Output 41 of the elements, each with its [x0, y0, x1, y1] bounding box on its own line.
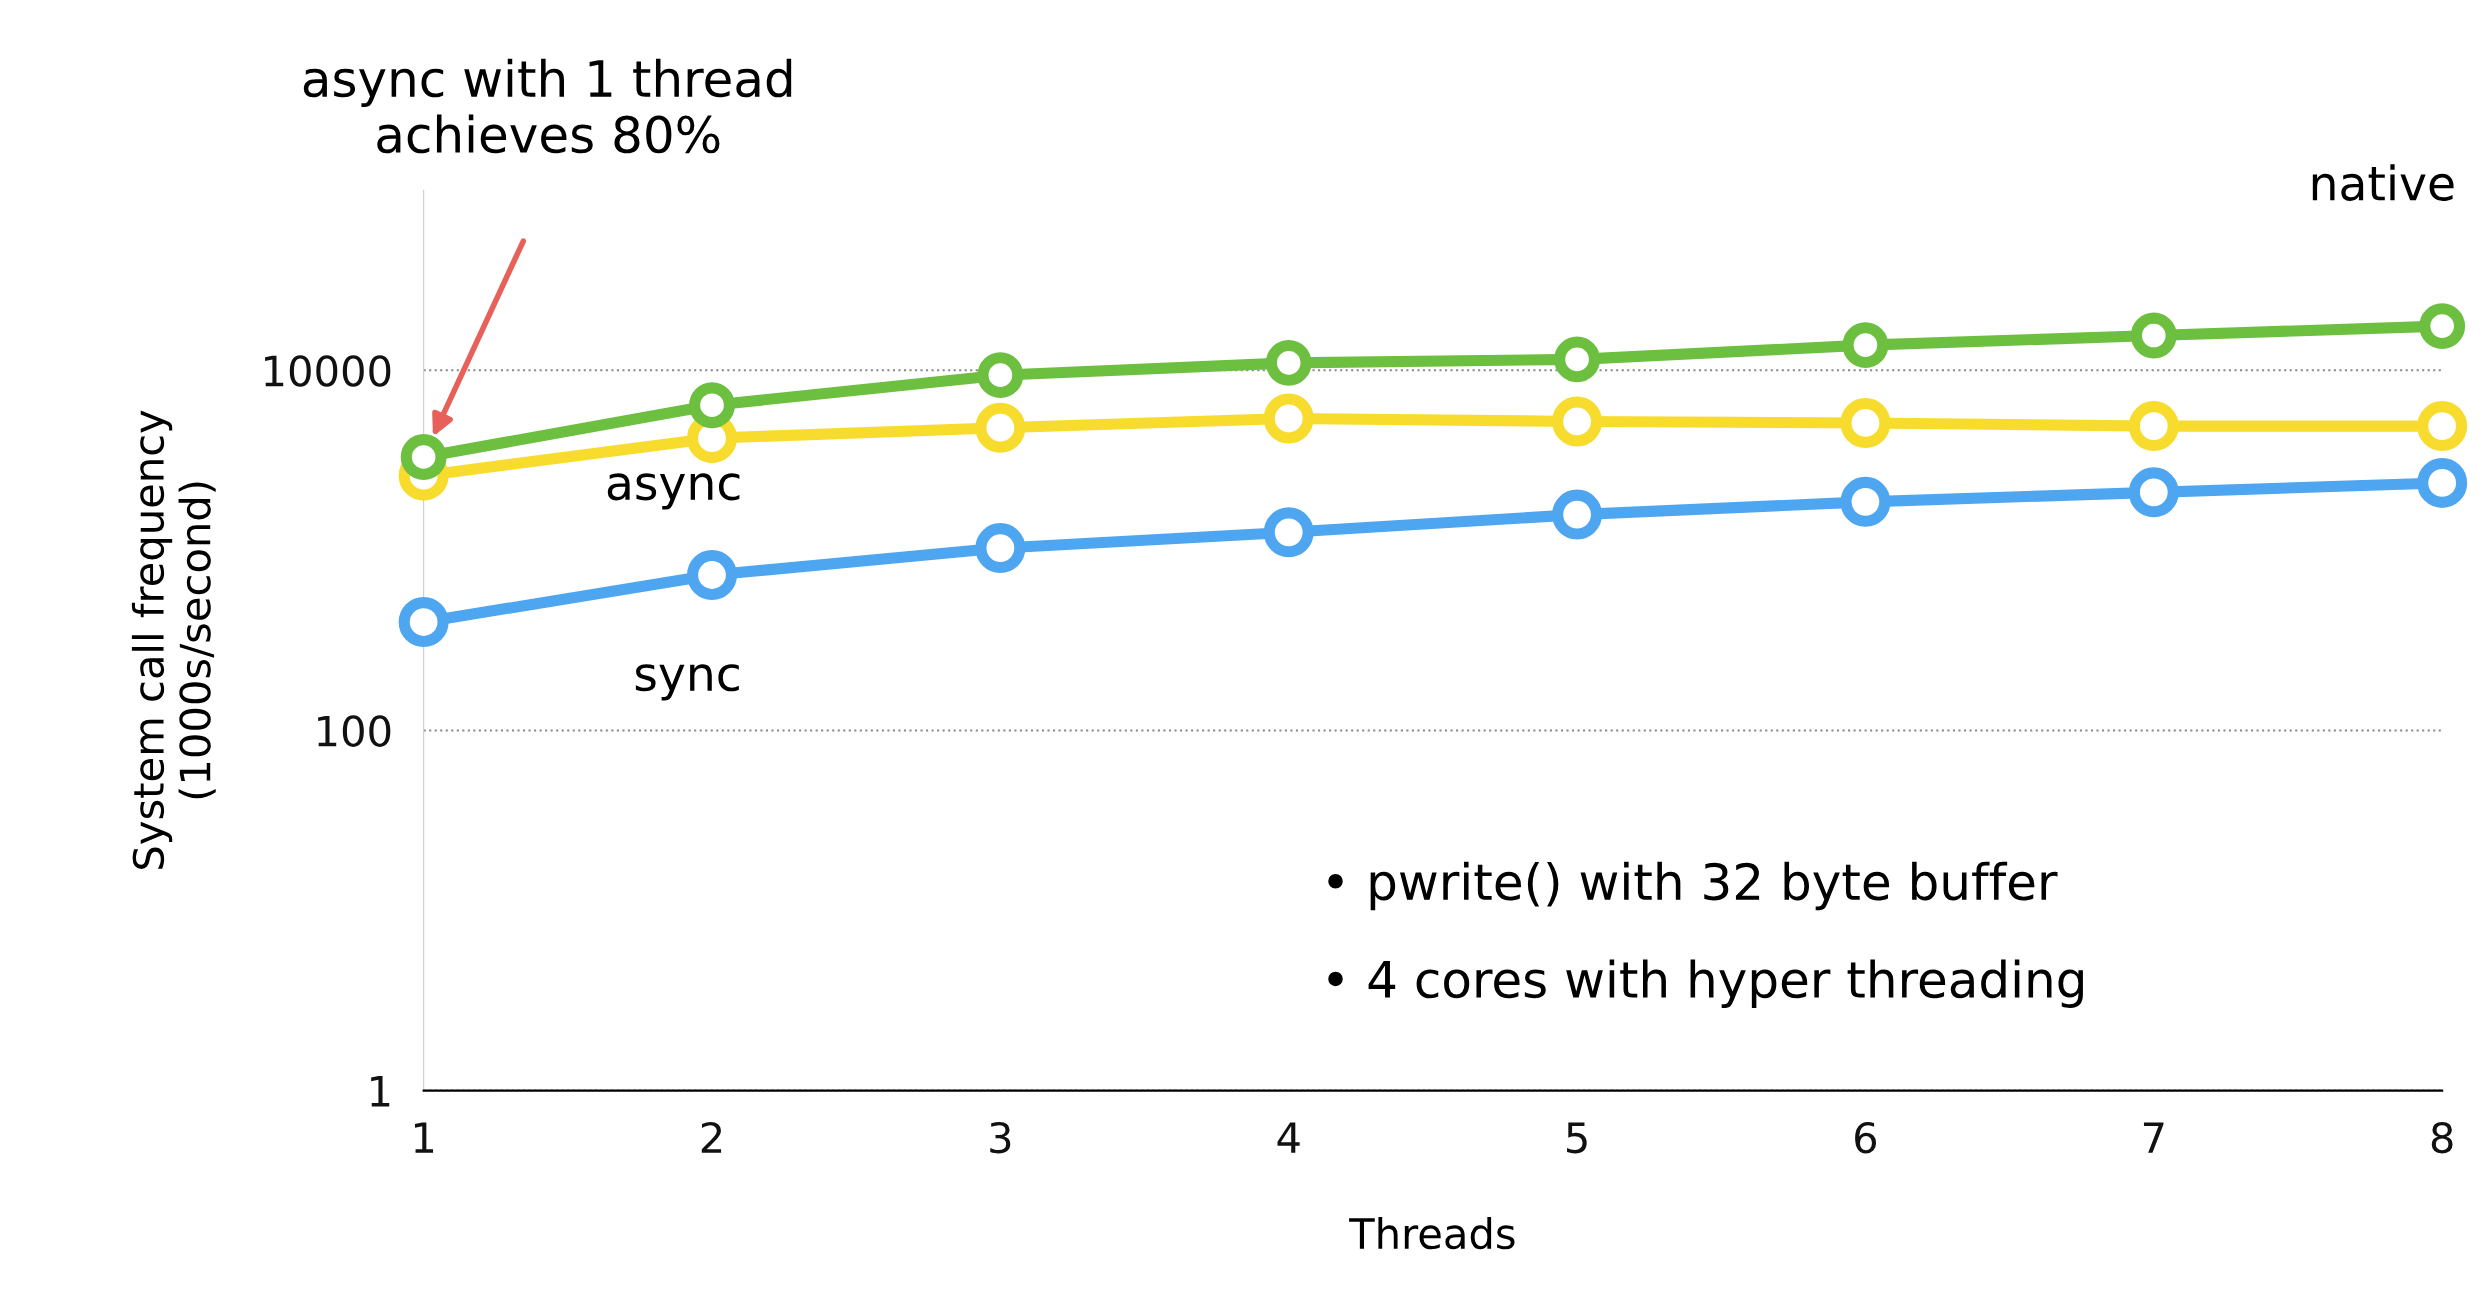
series-label: sync — [635, 664, 739, 701]
y-axis-title: System call frequency (1000s/second) — [131, 410, 216, 869]
x-tick-label: 5 — [1567, 1122, 1587, 1154]
x-tick-label: 8 — [2431, 1121, 2453, 1154]
point — [2419, 303, 2466, 350]
series-label: async — [607, 473, 740, 510]
point — [398, 597, 449, 648]
point — [2417, 457, 2468, 508]
x-tick-label: 1 — [414, 1122, 434, 1153]
point — [975, 402, 1026, 453]
point — [1554, 336, 1600, 383]
point — [2130, 312, 2177, 359]
point — [1840, 476, 1891, 527]
x-tick-label: 7 — [2143, 1122, 2164, 1153]
point — [689, 382, 735, 429]
point — [400, 434, 447, 480]
point — [1265, 339, 1312, 386]
annotation: • 4 cores with hyper threading — [1328, 959, 2083, 1008]
text: async with 1 thread achieves 80% — [303, 58, 792, 154]
point — [2128, 467, 2179, 518]
point — [2417, 401, 2468, 452]
text: native — [2312, 164, 2454, 201]
point — [977, 352, 1024, 399]
point — [1552, 396, 1603, 447]
annotation: • pwrite() with 32 byte buffer — [1328, 861, 2058, 911]
x-tick-label: 4 — [1277, 1122, 1300, 1153]
x-axis-title: Threads — [1349, 1217, 1515, 1250]
point — [1840, 397, 1891, 448]
point — [975, 523, 1026, 574]
point — [1842, 322, 1889, 369]
point — [2128, 401, 2179, 452]
point — [687, 549, 737, 600]
y-tick-label: 100 — [318, 715, 391, 747]
y-tick-label: 10000 — [265, 355, 391, 387]
point — [1263, 393, 1314, 444]
x-tick-label: 3 — [990, 1121, 1011, 1154]
x-tick-label: 6 — [1855, 1121, 1877, 1154]
point — [1552, 489, 1603, 540]
y-tick-label: 1 — [371, 1076, 390, 1107]
point — [1263, 507, 1314, 558]
x-tick-label: 2 — [701, 1121, 722, 1153]
